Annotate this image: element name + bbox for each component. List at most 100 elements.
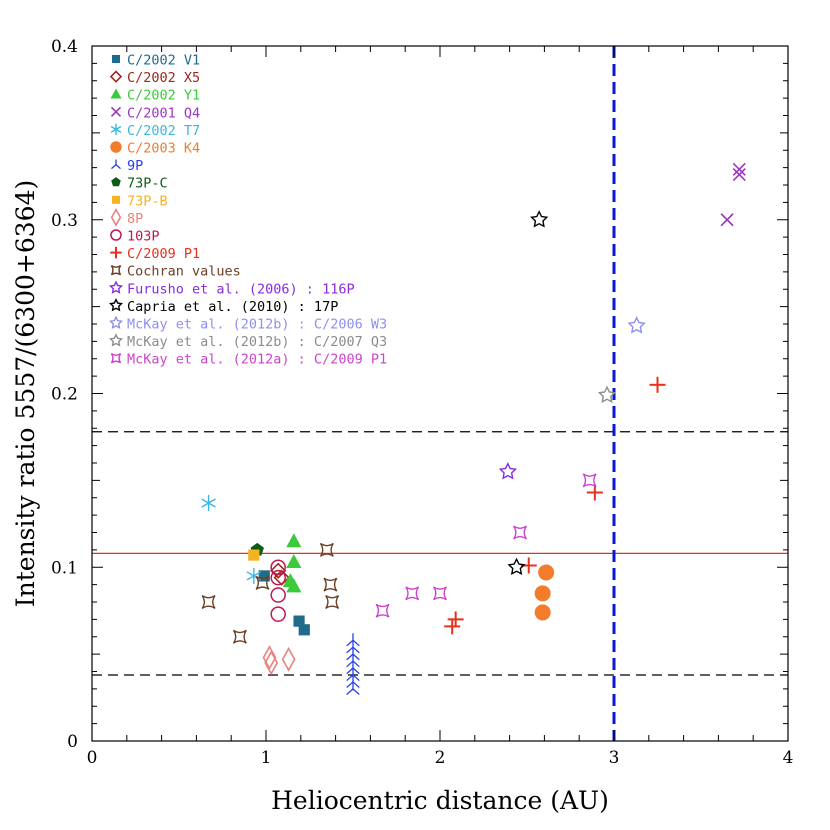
data-point (732, 162, 746, 176)
data-point (732, 168, 746, 182)
y-tick-label: 0 (67, 732, 78, 752)
data-point (323, 577, 338, 592)
data-point (498, 462, 517, 480)
series-4 (201, 494, 262, 584)
data-point (286, 554, 302, 569)
legend-marker (110, 141, 122, 153)
tripod-stroke (346, 646, 354, 654)
x-stroke (732, 168, 746, 182)
data-point (262, 645, 277, 671)
y-tick-label: 0.3 (51, 211, 78, 231)
tripod-stroke (352, 639, 360, 647)
axis-ticks (91, 45, 789, 742)
legend-label: C/2003 K4 (127, 141, 200, 157)
data-point (270, 587, 286, 603)
x-axis-label: Heliocentric distance (AU) (271, 786, 609, 815)
data-point (433, 586, 447, 601)
data-point (319, 542, 334, 557)
legend: C/2002 V1C/2002 X5 C/2002 Y1C/2001 Q4 C/20… (109, 53, 387, 368)
data-point (405, 586, 420, 601)
series-0 (258, 570, 310, 636)
legend-marker (109, 70, 123, 83)
legend-label: McKay et al. (2012a) : C/2009 P1 (127, 352, 387, 368)
legend-label: C/2002 T7 (127, 123, 200, 139)
series-3 (720, 162, 746, 227)
asterisk-stroke (110, 125, 122, 133)
tripod-stroke (346, 674, 354, 682)
data-point (201, 595, 216, 609)
legend-label: McKay et al. (2012b) : C/2007 Q3 (127, 334, 387, 350)
legend-marker (110, 207, 122, 227)
series-1 (270, 562, 290, 586)
x-tick-label: 3 (609, 748, 620, 768)
tripod-stroke (346, 639, 354, 647)
series-10 (270, 559, 286, 622)
x-tick-label: 4 (783, 748, 794, 768)
tripod-stroke (352, 646, 360, 654)
legend-marker (110, 246, 122, 259)
series-15 (627, 316, 646, 334)
data-point (444, 618, 461, 635)
legend-marker (110, 229, 122, 241)
x-stroke (110, 106, 122, 117)
legend-marker (109, 333, 123, 347)
series-16 (597, 385, 617, 403)
legend-label: Furusho et al. (2006) : 116P (127, 281, 355, 297)
series-2 (282, 533, 302, 593)
legend-marker (110, 106, 122, 117)
legend-label: 73P-B (127, 193, 168, 209)
legend-marker (109, 298, 123, 312)
y-tick-label: 0.2 (51, 385, 78, 405)
tripod-stroke (115, 164, 121, 170)
data-point (286, 578, 302, 593)
tripod-stroke (346, 667, 354, 675)
legend-marker (109, 280, 123, 294)
legend-marker (110, 123, 122, 136)
data-point (258, 570, 270, 582)
asterisk-stroke (201, 498, 216, 508)
series-9 (262, 645, 296, 676)
data-point (232, 629, 247, 644)
legend-label: Capria et al. (2010) : 17P (127, 299, 338, 315)
legend-marker (110, 88, 122, 99)
tripod-stroke (111, 164, 117, 170)
data-point (513, 525, 528, 540)
asterisk-stroke (246, 571, 262, 581)
data-point (270, 606, 286, 622)
legend-marker (110, 352, 122, 364)
tripod-stroke (352, 653, 360, 661)
data-point (264, 650, 279, 676)
data-point (649, 376, 666, 393)
data-point (627, 316, 646, 334)
legend-marker (109, 315, 123, 329)
data-point (270, 559, 286, 575)
data-points (201, 162, 746, 695)
series-12 (201, 542, 340, 644)
series-13 (498, 462, 517, 480)
legend-marker (111, 159, 121, 170)
legend-label: C/2002 X5 (127, 70, 200, 86)
data-point (507, 557, 526, 575)
tripod-stroke (352, 674, 360, 682)
data-point (201, 494, 216, 511)
series-6 (346, 633, 360, 695)
data-point (298, 624, 310, 636)
series-8 (248, 549, 260, 561)
series-5 (534, 564, 555, 621)
data-point (534, 604, 551, 621)
legend-marker (111, 195, 121, 204)
data-point (270, 569, 286, 586)
legend-label: C/2001 Q4 (127, 105, 200, 121)
data-point (246, 567, 262, 584)
x-stroke (720, 213, 734, 227)
legend-label: 73P-C (127, 176, 168, 192)
data-point (375, 603, 390, 618)
data-point (293, 615, 305, 627)
data-point (325, 595, 340, 609)
data-point (255, 575, 270, 590)
data-point (248, 549, 260, 561)
y-axis-label: Intensity ratio 5557/(6300+6364) (11, 180, 40, 608)
series-14 (507, 210, 549, 575)
data-point (586, 484, 603, 501)
